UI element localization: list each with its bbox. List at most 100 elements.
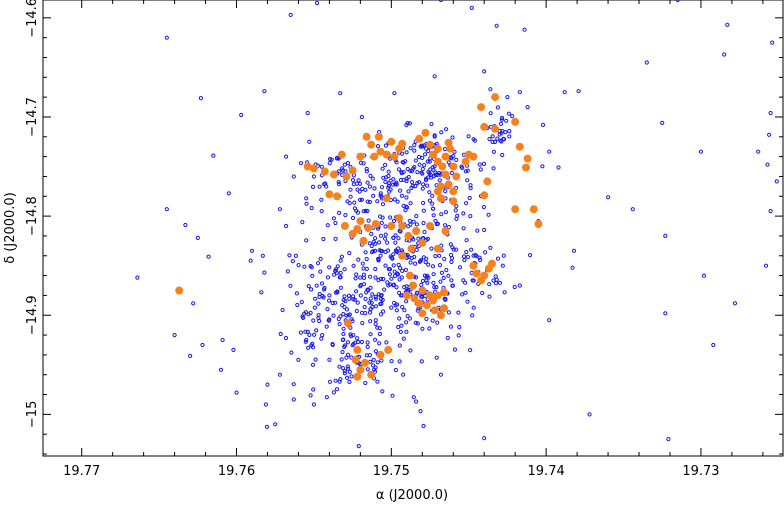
small-point	[366, 218, 371, 223]
small-point	[487, 294, 492, 299]
small-point	[768, 209, 773, 214]
small-point	[376, 292, 381, 297]
small-point	[480, 290, 485, 296]
small-point	[477, 162, 482, 167]
small-point	[408, 168, 413, 173]
small-point	[416, 154, 422, 160]
small-point	[421, 220, 426, 226]
small-point	[389, 359, 394, 364]
small-point	[441, 275, 446, 281]
small-point	[358, 160, 363, 165]
small-point	[474, 254, 479, 259]
small-point	[330, 342, 335, 347]
small-point	[430, 201, 435, 206]
large-point	[330, 170, 338, 179]
small-point	[360, 261, 365, 266]
small-point	[363, 380, 368, 386]
large-point	[371, 220, 380, 228]
small-point	[380, 202, 386, 207]
small-point	[540, 164, 545, 169]
small-point	[326, 318, 331, 323]
small-point	[412, 254, 417, 260]
small-point	[393, 233, 398, 238]
small-point	[314, 0, 320, 6]
small-point	[411, 219, 416, 224]
small-point	[342, 267, 347, 272]
small-point	[422, 229, 427, 235]
small-point	[361, 272, 366, 277]
small-point	[367, 199, 372, 205]
small-point	[420, 186, 425, 191]
small-point	[373, 294, 378, 299]
small-point	[392, 197, 397, 202]
small-point	[328, 156, 333, 162]
small-point	[383, 236, 388, 241]
large-point	[522, 163, 530, 172]
small-point	[372, 186, 377, 191]
small-point	[361, 209, 366, 214]
large-point	[433, 144, 442, 153]
small-point	[562, 90, 567, 95]
small-point	[342, 294, 347, 299]
small-point	[481, 161, 487, 166]
small-point	[481, 205, 486, 210]
small-point	[415, 170, 420, 175]
small-point	[418, 409, 423, 414]
small-point	[466, 134, 471, 139]
large-point	[438, 162, 447, 171]
small-point	[379, 185, 385, 190]
small-point	[164, 35, 169, 40]
small-point	[417, 162, 422, 167]
small-point	[768, 110, 773, 116]
small-point	[398, 266, 403, 271]
small-point	[341, 297, 346, 303]
small-point	[373, 275, 378, 280]
large-point	[418, 238, 427, 247]
small-point	[378, 301, 383, 307]
small-point	[437, 178, 442, 183]
large-point	[409, 281, 417, 290]
small-point	[464, 238, 469, 243]
small-point	[722, 52, 727, 57]
small-point	[378, 233, 384, 238]
large-point	[480, 122, 489, 131]
small-point	[495, 105, 500, 110]
small-point	[277, 207, 282, 212]
small-point	[325, 275, 330, 280]
small-point	[368, 285, 373, 290]
large-point	[477, 103, 486, 112]
y-tick-label: −14.7	[25, 97, 40, 137]
small-point	[675, 0, 680, 3]
x-tick-label: 19.74	[528, 464, 565, 479]
small-point	[432, 134, 437, 139]
small-point	[383, 232, 388, 237]
small-point	[363, 311, 368, 316]
small-point	[309, 205, 314, 211]
small-point	[354, 181, 359, 186]
small-point	[260, 253, 265, 258]
small-point	[340, 366, 345, 371]
large-point	[422, 301, 431, 310]
small-point	[431, 272, 436, 277]
small-point	[399, 193, 405, 198]
small-point	[342, 371, 347, 376]
small-point	[482, 227, 487, 233]
small-point	[351, 294, 356, 299]
large-point	[433, 244, 442, 253]
small-point	[353, 340, 358, 345]
small-point	[325, 223, 330, 228]
small-point	[460, 292, 465, 297]
small-point	[420, 171, 425, 176]
small-point	[486, 212, 491, 217]
large-point	[415, 134, 424, 143]
small-point	[461, 226, 466, 231]
y-axis-title: δ (J2000.0)	[3, 192, 18, 264]
small-point	[359, 114, 364, 120]
small-point	[311, 387, 316, 392]
small-point	[427, 190, 432, 195]
small-point	[355, 187, 360, 192]
small-point	[338, 91, 343, 96]
small-point	[413, 184, 418, 189]
small-point	[422, 163, 427, 168]
small-point	[393, 248, 398, 253]
